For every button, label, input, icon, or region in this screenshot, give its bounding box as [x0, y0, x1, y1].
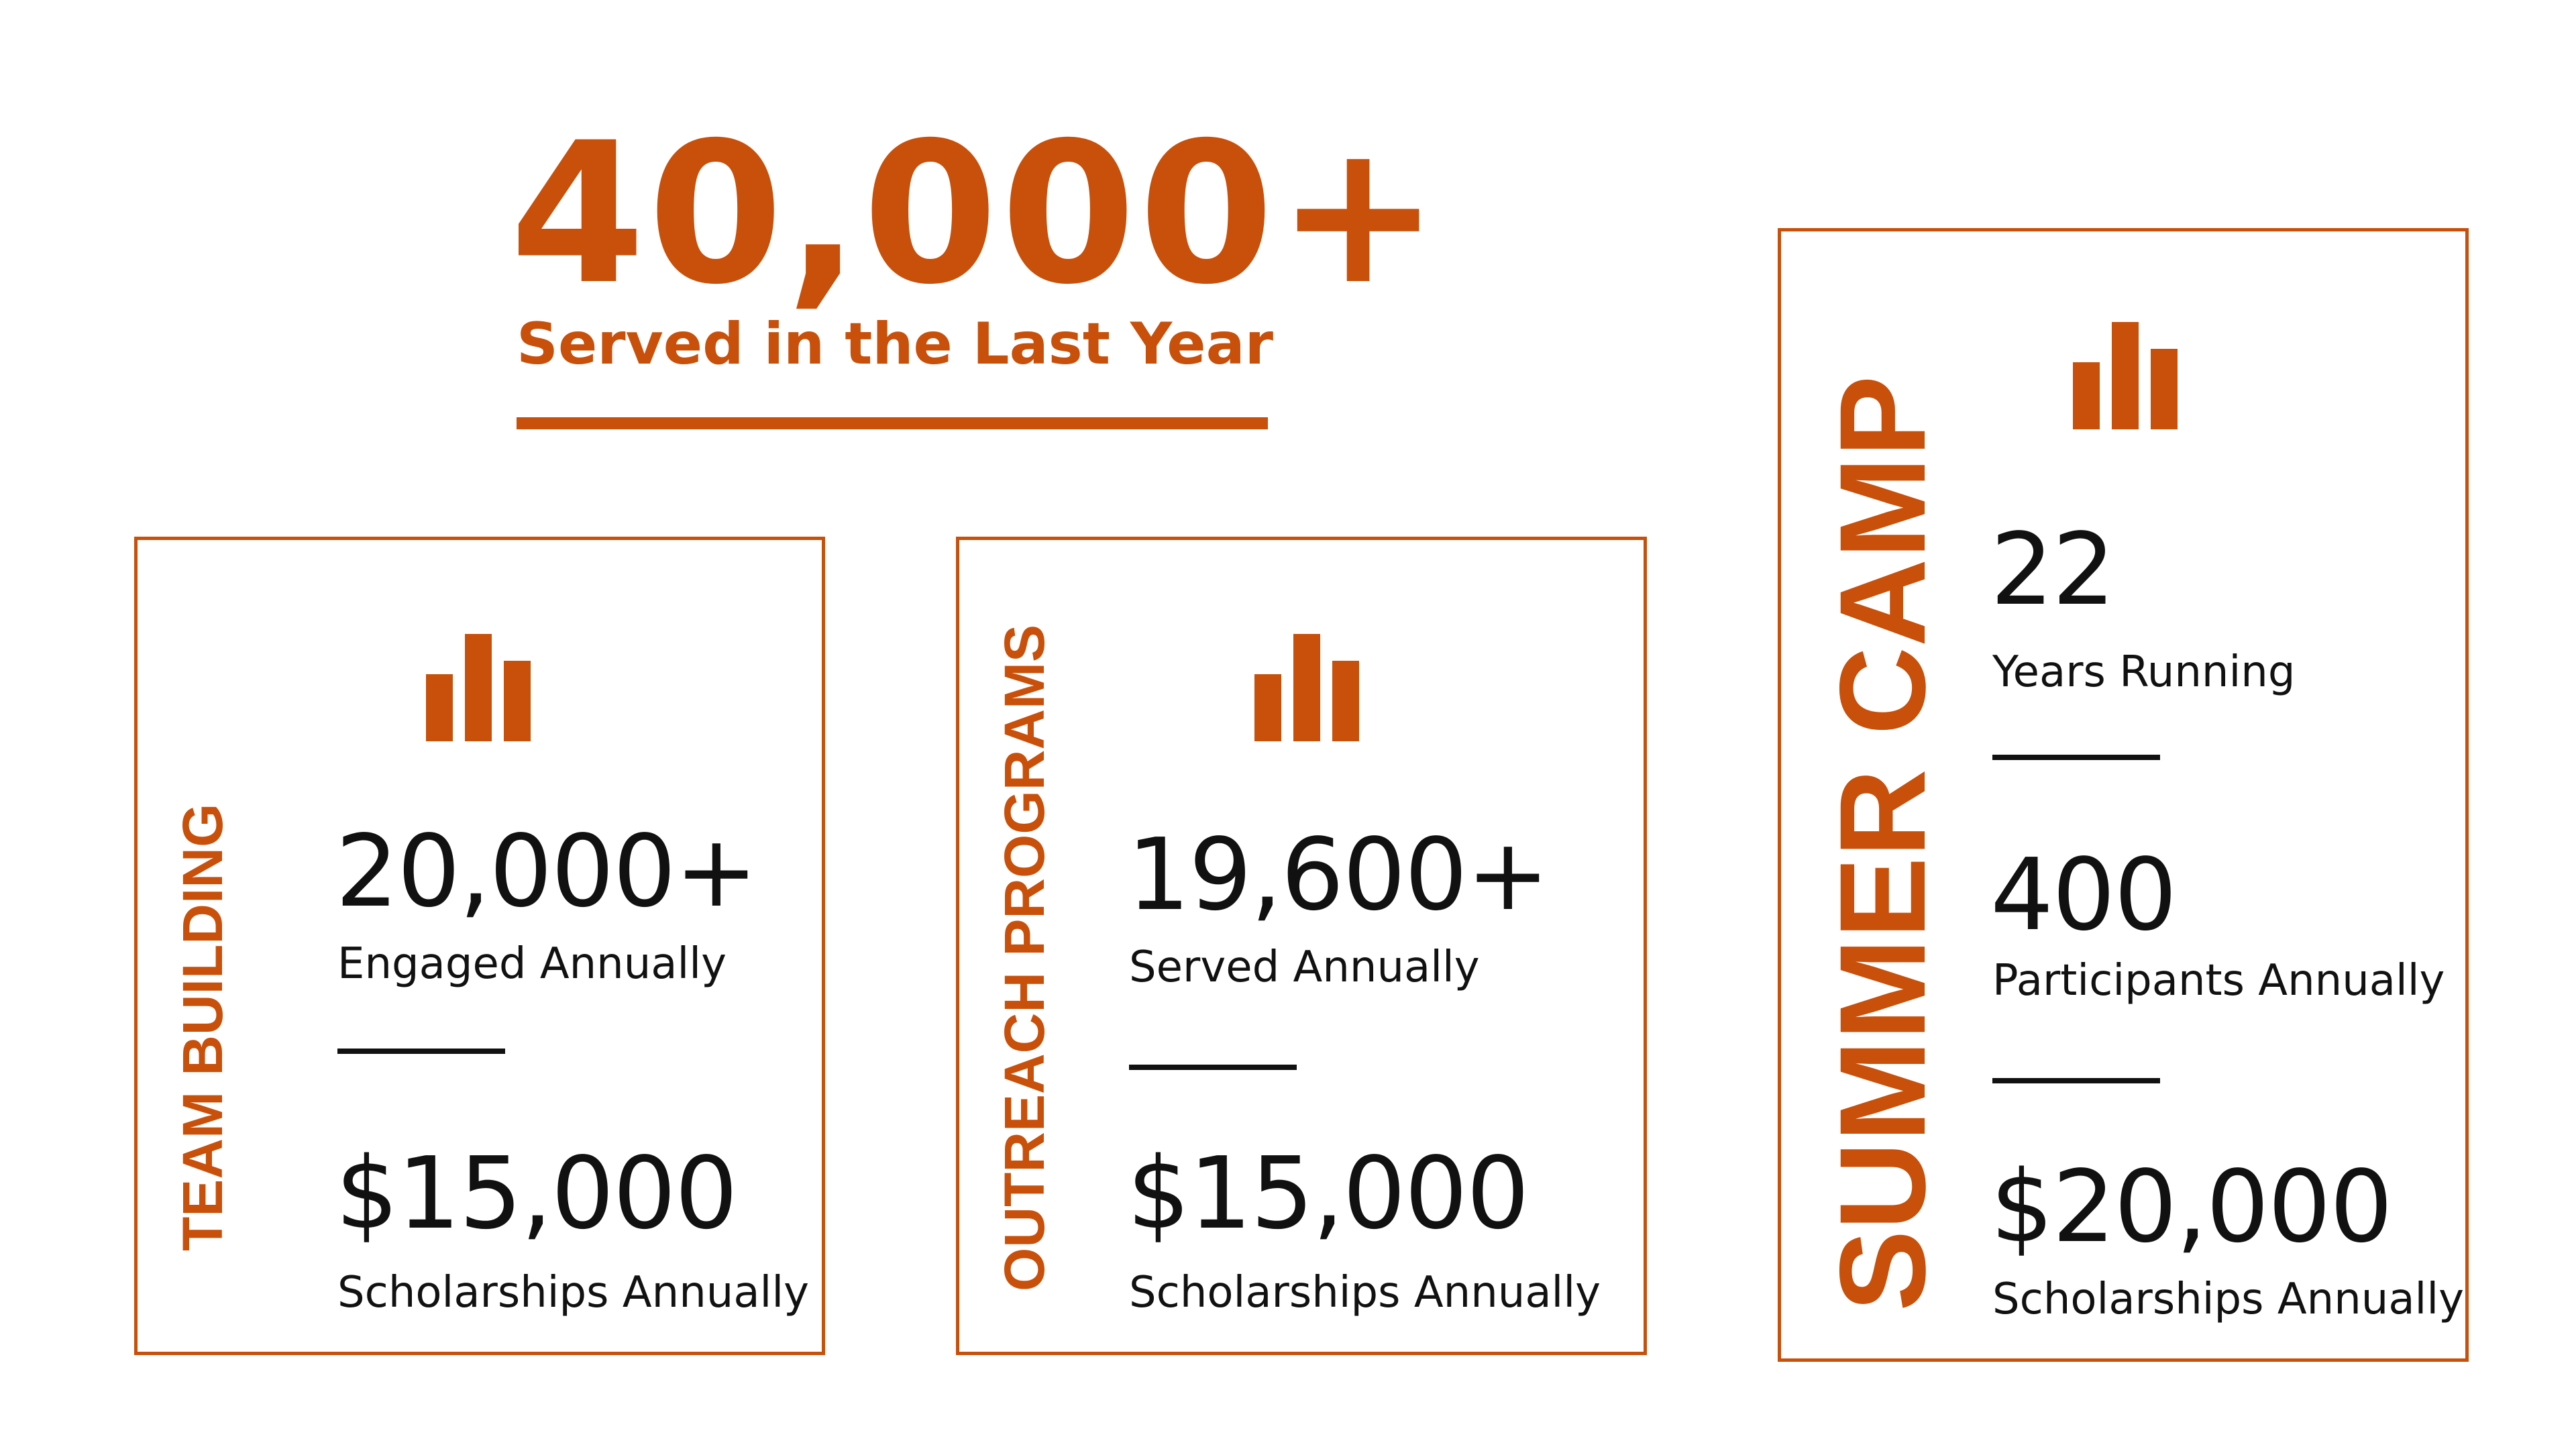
- hero-subtitle: Served in the Last Year: [517, 311, 1274, 378]
- stat-value: $15,000: [1127, 1136, 1529, 1251]
- stat-label: Scholarships Annually: [1129, 1268, 1601, 1318]
- stat-value: 19,600+: [1127, 817, 1550, 932]
- stat-label: Scholarships Annually: [1992, 1275, 2464, 1324]
- stat-label: Years Running: [1992, 647, 2296, 697]
- divider: [1992, 755, 2160, 760]
- stat-label: Engaged Annually: [337, 939, 727, 989]
- card-outreach-programs: OUTREACH PROGRAMS 19,600+ Served Annuall…: [956, 537, 1647, 1355]
- stat-value: 22: [1990, 512, 2115, 627]
- hero-underline: [517, 417, 1268, 429]
- stat-label: Served Annually: [1129, 943, 1480, 992]
- divider: [1129, 1065, 1297, 1070]
- divider: [1992, 1078, 2160, 1083]
- stat-value: 20,000+: [335, 814, 758, 929]
- stat-label: Scholarships Annually: [337, 1268, 809, 1318]
- stat-value: $20,000: [1990, 1149, 2393, 1265]
- bar-chart-icon: [426, 634, 531, 741]
- card-team-building: TEAM BUILDING 20,000+ Engaged Annually $…: [134, 537, 825, 1355]
- card-title: OUTREACH PROGRAMS: [993, 624, 1056, 1291]
- stat-value: 400: [1990, 837, 2177, 953]
- hero-total-served: 40,000+: [510, 101, 1443, 327]
- card-title: TEAM BUILDING: [171, 803, 234, 1251]
- stat-value: $15,000: [335, 1136, 738, 1251]
- stat-label: Participants Annually: [1992, 956, 2445, 1006]
- bar-chart-icon: [2073, 322, 2178, 429]
- bar-chart-icon: [1254, 634, 1359, 741]
- card-title: SUMMER CAMP: [1814, 375, 1951, 1311]
- divider: [337, 1049, 505, 1054]
- card-summer-camp: SUMMER CAMP 22 Years Running 400 Partici…: [1778, 228, 2469, 1362]
